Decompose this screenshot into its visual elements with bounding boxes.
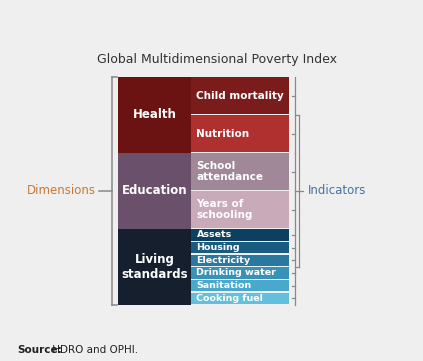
Text: Source:: Source: [17, 344, 62, 355]
Text: Electricity: Electricity [196, 256, 250, 265]
Text: Indicators: Indicators [308, 184, 367, 197]
Text: Child mortality: Child mortality [196, 91, 284, 101]
FancyBboxPatch shape [190, 77, 289, 114]
FancyBboxPatch shape [118, 153, 190, 229]
Text: Education: Education [122, 184, 187, 197]
FancyBboxPatch shape [190, 292, 289, 304]
FancyBboxPatch shape [190, 242, 289, 253]
FancyBboxPatch shape [190, 255, 289, 266]
FancyBboxPatch shape [190, 267, 289, 279]
Text: School
attendance: School attendance [196, 161, 264, 182]
FancyBboxPatch shape [190, 153, 289, 190]
Text: Dimensions: Dimensions [27, 184, 96, 197]
FancyBboxPatch shape [118, 229, 190, 305]
FancyBboxPatch shape [118, 77, 190, 153]
Text: Health: Health [132, 108, 176, 121]
Text: Living
standards: Living standards [121, 253, 188, 280]
Text: Nutrition: Nutrition [196, 129, 250, 139]
Text: HDRO and OPHI.: HDRO and OPHI. [49, 344, 138, 355]
FancyBboxPatch shape [190, 280, 289, 291]
Text: Drinking water: Drinking water [196, 269, 276, 278]
FancyBboxPatch shape [190, 115, 289, 152]
Text: Assets: Assets [196, 230, 232, 239]
Text: Housing: Housing [196, 243, 240, 252]
Text: Sanitation: Sanitation [196, 281, 252, 290]
Text: Cooking fuel: Cooking fuel [196, 294, 264, 303]
Text: Global Multidimensional Poverty Index: Global Multidimensional Poverty Index [97, 53, 337, 66]
FancyBboxPatch shape [190, 229, 289, 241]
Text: Years of
schooling: Years of schooling [196, 199, 253, 221]
FancyBboxPatch shape [190, 191, 289, 228]
